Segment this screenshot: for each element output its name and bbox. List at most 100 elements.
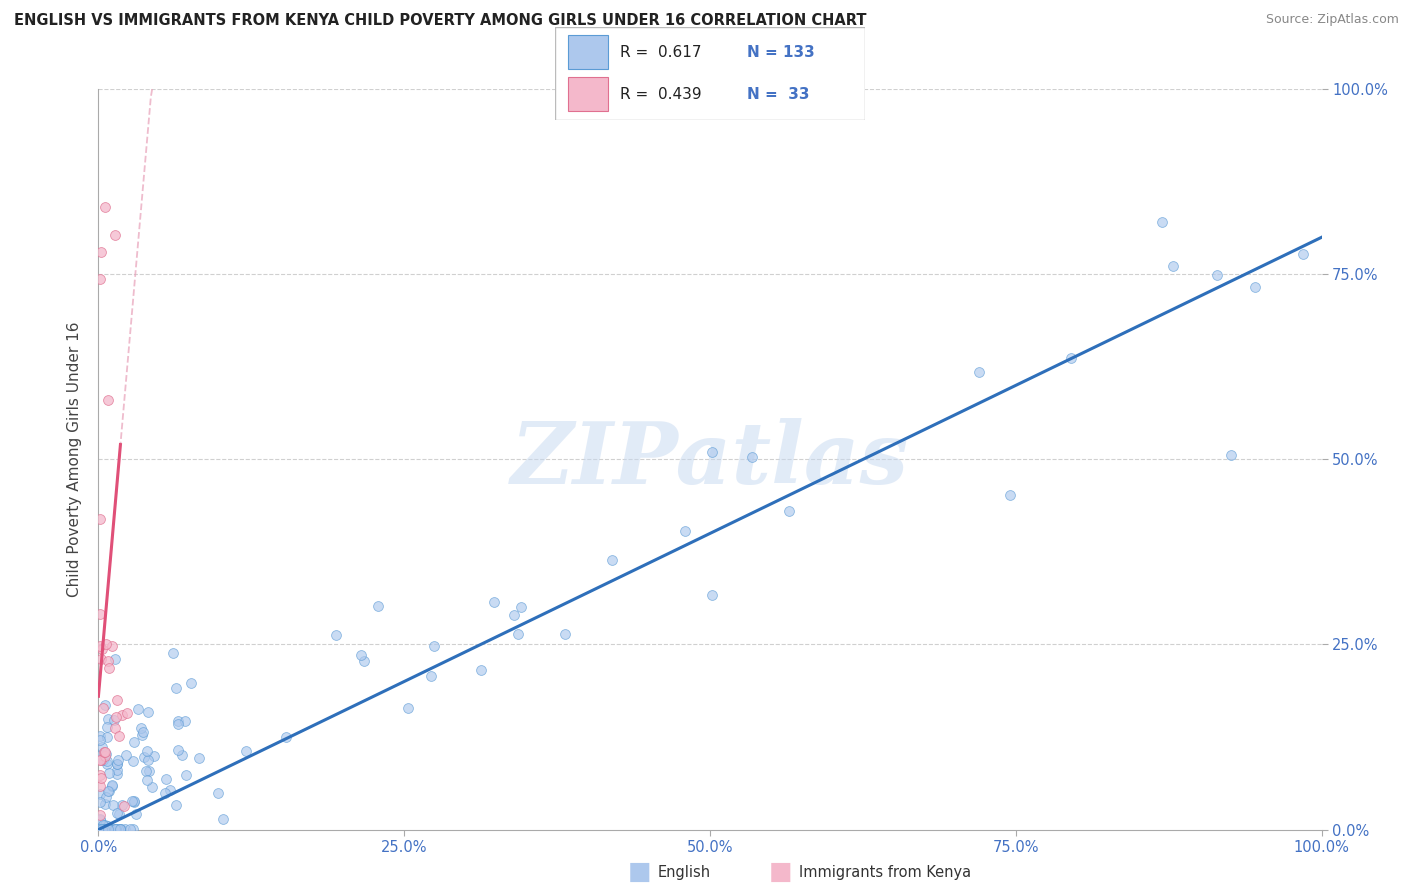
Point xyxy=(97,712,120,726)
Point xyxy=(1205,268,1227,282)
Point xyxy=(131,725,153,739)
Point xyxy=(506,626,529,640)
Point xyxy=(141,780,163,794)
Point xyxy=(103,713,125,727)
Point xyxy=(121,822,143,836)
Point xyxy=(420,669,443,683)
Point xyxy=(700,588,723,602)
Point xyxy=(138,764,160,778)
Point xyxy=(91,753,114,767)
Point xyxy=(367,599,389,614)
Point xyxy=(350,648,373,662)
Point xyxy=(998,488,1021,502)
Point xyxy=(396,700,419,714)
Point xyxy=(108,729,131,743)
Point xyxy=(1161,259,1184,273)
Point xyxy=(101,779,124,793)
Point xyxy=(96,393,118,408)
Point xyxy=(104,822,127,836)
Point xyxy=(509,600,531,615)
Point xyxy=(135,772,157,787)
Y-axis label: Child Poverty Among Girls Under 16: Child Poverty Among Girls Under 16 xyxy=(66,322,82,597)
Point xyxy=(90,753,112,767)
Text: R =  0.617: R = 0.617 xyxy=(620,45,702,60)
Point xyxy=(89,822,111,836)
Point xyxy=(173,714,195,728)
Point xyxy=(98,766,121,780)
Point xyxy=(89,788,111,802)
Point xyxy=(105,763,128,777)
Point xyxy=(89,607,111,622)
Point xyxy=(96,754,118,768)
Point xyxy=(103,798,125,813)
Point xyxy=(143,748,166,763)
Point xyxy=(91,818,114,832)
Point xyxy=(105,806,128,821)
Point xyxy=(470,663,492,677)
Point xyxy=(89,812,111,826)
Text: ■: ■ xyxy=(628,861,651,884)
Point xyxy=(97,818,120,832)
Point xyxy=(503,608,526,623)
Point xyxy=(89,814,111,828)
Point xyxy=(91,701,114,715)
Point xyxy=(96,747,118,762)
Point xyxy=(235,744,257,758)
Point xyxy=(105,692,128,706)
Point xyxy=(89,732,111,747)
Point xyxy=(107,753,129,767)
Point xyxy=(96,720,118,734)
Point xyxy=(115,747,138,762)
FancyBboxPatch shape xyxy=(568,78,607,111)
Point xyxy=(89,779,111,793)
Point xyxy=(93,822,115,836)
Point xyxy=(105,756,128,771)
Point xyxy=(94,817,117,831)
Point xyxy=(111,798,134,813)
Point xyxy=(94,698,117,712)
Point xyxy=(96,730,118,744)
Point xyxy=(967,365,990,379)
FancyBboxPatch shape xyxy=(555,27,865,120)
Point xyxy=(97,784,120,798)
Point xyxy=(101,639,124,653)
Point xyxy=(107,822,129,836)
Point xyxy=(129,721,152,735)
Point xyxy=(482,595,505,609)
Point xyxy=(98,822,121,836)
Point xyxy=(89,511,111,525)
Point xyxy=(167,743,190,757)
Point xyxy=(1150,215,1173,229)
Point xyxy=(90,771,112,785)
Point xyxy=(104,228,127,243)
Point xyxy=(778,504,800,518)
Point xyxy=(89,822,111,836)
Point xyxy=(89,272,111,286)
Point xyxy=(96,822,118,836)
Point xyxy=(125,806,148,821)
Point xyxy=(105,710,128,724)
Point xyxy=(136,744,159,758)
Point xyxy=(132,750,155,764)
Point xyxy=(89,753,111,767)
Text: English: English xyxy=(658,865,711,880)
Point xyxy=(91,822,114,836)
Point xyxy=(111,708,134,723)
Text: N = 133: N = 133 xyxy=(747,45,815,60)
Point xyxy=(90,739,112,754)
Point xyxy=(89,730,111,744)
Point xyxy=(170,747,193,762)
Point xyxy=(90,748,112,763)
Point xyxy=(741,450,763,464)
Point xyxy=(94,822,117,836)
Point xyxy=(90,245,112,260)
Point xyxy=(110,822,132,836)
Point xyxy=(1060,351,1083,365)
Point xyxy=(166,714,188,728)
Point xyxy=(165,798,187,813)
Point xyxy=(96,789,118,804)
Point xyxy=(94,200,117,214)
Point xyxy=(94,745,117,759)
Point xyxy=(114,799,136,814)
Text: N =  33: N = 33 xyxy=(747,87,810,102)
